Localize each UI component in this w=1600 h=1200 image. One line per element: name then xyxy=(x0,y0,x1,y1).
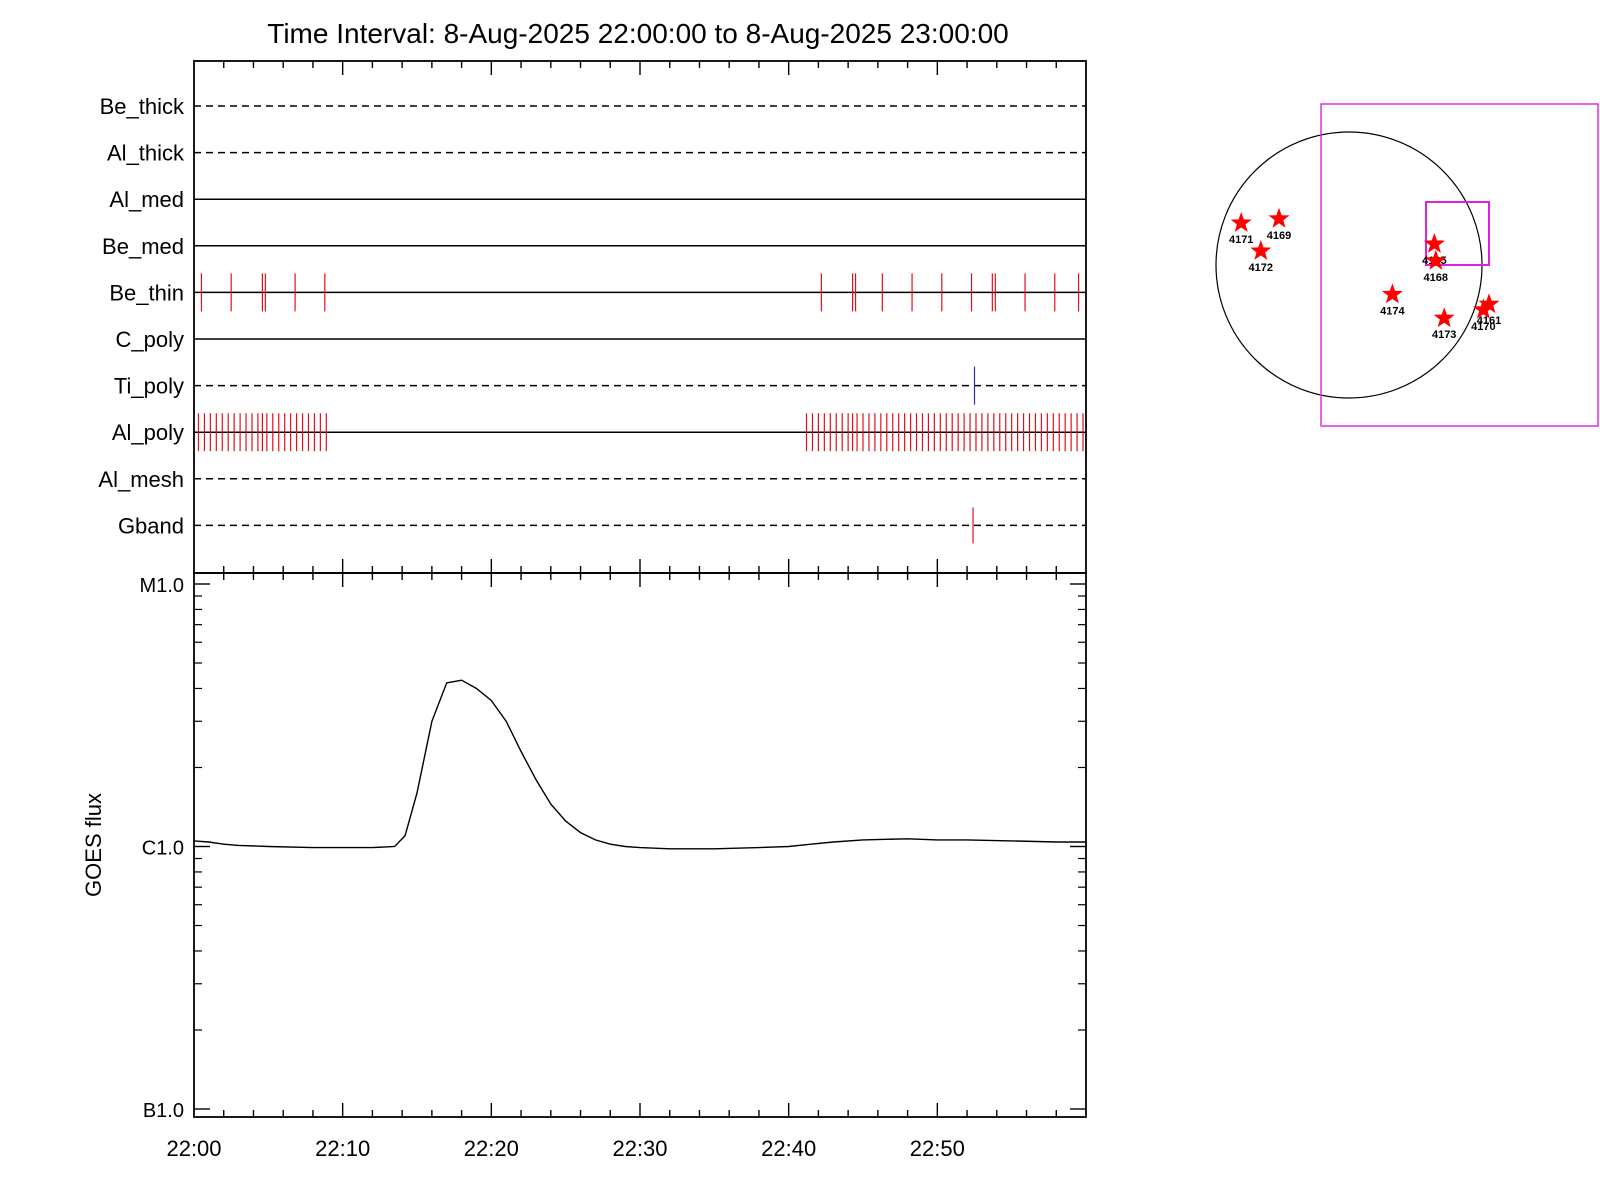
solar-disk-map: 417141694172416541684174417341704161 xyxy=(1215,103,1599,427)
goes-flux-line xyxy=(193,679,1086,850)
row-label: C_poly xyxy=(116,327,184,352)
timeline-row-c_poly: C_poly xyxy=(116,327,1086,352)
active-region-4161: 4161 xyxy=(1477,293,1501,327)
active-region-4171: 4171 xyxy=(1229,212,1253,246)
timeline-row-ti_poly: Ti_poly xyxy=(114,366,1086,405)
row-label: Be_thin xyxy=(109,280,184,305)
timeline-row-gband: Gband xyxy=(118,507,1086,544)
row-label: Ti_poly xyxy=(114,374,184,399)
y-tick-label: B1.0 xyxy=(143,1100,184,1122)
timeline-row-al_thick: Al_thick xyxy=(107,141,1086,166)
goes-flux-panel: 22:00 22:10 22:20 22:30 22:40 22:50 B1.0 C1.0 M1… xyxy=(81,61,1087,1161)
timeline-row-al_mesh: Al_mesh xyxy=(98,467,1086,492)
x-tick-label: 22:00 xyxy=(166,1136,221,1161)
x-tick-label: 22:10 xyxy=(315,1136,370,1161)
star-marker xyxy=(1250,240,1272,260)
star-marker xyxy=(1381,283,1403,304)
x-tick-label: 22:40 xyxy=(761,1136,816,1161)
detector-timeline-panel: Be_thick Al_thick Al_med Be_med Be_thin C_pol… xyxy=(98,60,1087,574)
x-tick-label: 22:20 xyxy=(464,1136,519,1161)
star-marker xyxy=(1425,249,1447,270)
active-region-label: 4161 xyxy=(1477,315,1501,327)
active-region-label: 4170 xyxy=(1471,321,1495,333)
active-region-4168: 4168 xyxy=(1424,249,1448,284)
active-region-4170: 4170 xyxy=(1471,298,1496,333)
row-label: Al_thick xyxy=(107,141,185,166)
active-region-4174: 4174 xyxy=(1380,283,1406,317)
row-label: Al_poly xyxy=(112,420,184,445)
x-tick-label: 22:30 xyxy=(612,1136,667,1161)
row-label: Al_med xyxy=(109,187,184,212)
y-tick-label: C1.0 xyxy=(142,838,184,860)
timeline-row-be_thick: Be_thick xyxy=(100,94,1086,119)
flux-frame xyxy=(193,572,1087,1118)
timeline-row-al_med: Al_med xyxy=(109,187,1086,212)
active-region-4172: 4172 xyxy=(1249,240,1273,274)
flux-axis-label: GOES flux xyxy=(81,793,106,897)
active-region-label: 4173 xyxy=(1432,329,1456,341)
row-label: Al_mesh xyxy=(98,467,184,492)
star-marker xyxy=(1423,233,1445,253)
active-region-4169: 4169 xyxy=(1267,207,1291,242)
timeline-row-be_thin: Be_thin xyxy=(109,273,1086,312)
fov-box-small xyxy=(1425,201,1490,266)
fov-box-large xyxy=(1320,103,1599,427)
active-region-label: 4171 xyxy=(1229,234,1253,246)
active-region-4173: 4173 xyxy=(1432,307,1456,341)
row-label: Be_thick xyxy=(100,94,185,119)
active-region-label: 4169 xyxy=(1267,230,1291,242)
chart-title: Time Interval: 8-Aug-2025 22:00:00 to 8-… xyxy=(267,18,1008,49)
active-region-label: 4168 xyxy=(1424,272,1448,284)
star-marker xyxy=(1478,293,1500,314)
star-marker xyxy=(1472,298,1494,319)
row-label: Be_med xyxy=(102,234,184,259)
star-marker xyxy=(1230,212,1252,232)
y-tick-label: M1.0 xyxy=(140,575,184,597)
x-tick-label: 22:50 xyxy=(910,1136,965,1161)
star-marker xyxy=(1433,307,1455,328)
timeline-frame xyxy=(193,60,1087,574)
row-label: Gband xyxy=(118,513,184,538)
active-region-label: 4172 xyxy=(1249,262,1273,274)
star-marker xyxy=(1268,207,1290,228)
timeline-row-al_poly: Al_poly xyxy=(112,413,1086,452)
active-region-label: 4174 xyxy=(1380,305,1405,317)
timeline-row-be_med: Be_med xyxy=(102,234,1086,259)
